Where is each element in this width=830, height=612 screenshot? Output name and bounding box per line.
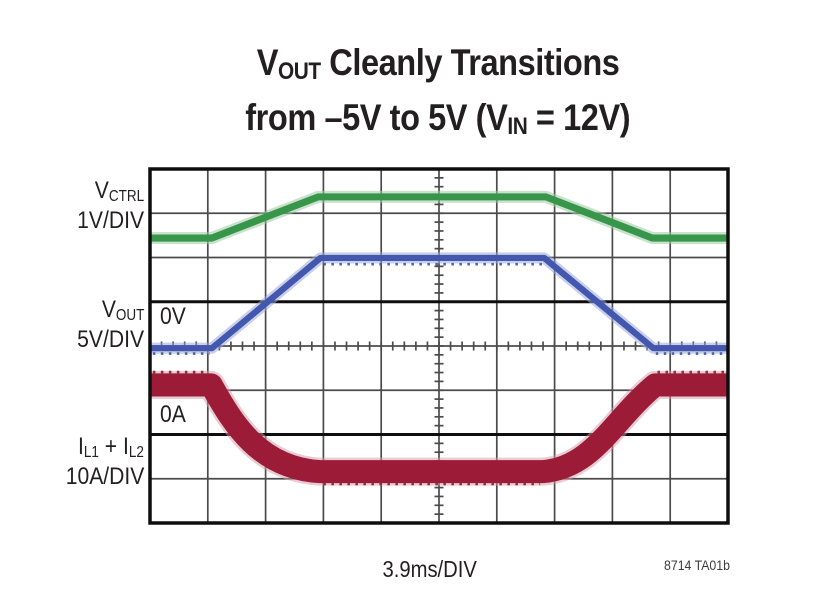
title-text: V xyxy=(256,42,279,83)
vout-channel-label: VOUT 5V/DIV xyxy=(68,296,144,353)
figure-id: 8714 TA01b xyxy=(664,557,730,573)
il-name-subscript-1: L1 xyxy=(83,443,100,461)
vctrl-trace xyxy=(150,193,728,242)
vctrl-channel-label: VCTRL 1V/DIV xyxy=(68,177,144,234)
vout-name: V xyxy=(101,296,116,323)
plot-border xyxy=(148,167,730,525)
timebase-label: 3.9ms/DIV xyxy=(382,556,478,582)
title-text: from –5V to 5V (V xyxy=(245,97,509,138)
vctrl-name: V xyxy=(94,177,109,204)
title-subscript-out: OUT xyxy=(277,59,321,86)
il-trace xyxy=(150,373,728,484)
scope-plot xyxy=(148,167,730,525)
figure-title: VOUT Cleanly Transitions from –5V to 5V … xyxy=(46,38,830,148)
zero-volt-label: 0V xyxy=(160,303,186,330)
title-text: = 12V) xyxy=(527,97,631,138)
zero-amp-label: 0A xyxy=(160,401,186,428)
vctrl-scale: 1V/DIV xyxy=(77,207,144,234)
il-name: + I xyxy=(99,433,129,460)
vctrl-name-subscript: CTRL xyxy=(108,187,144,205)
vout-name-subscript: OUT xyxy=(115,306,144,324)
il-name: I xyxy=(78,433,84,460)
title-subscript-in: IN xyxy=(507,114,528,141)
vout-trace xyxy=(150,254,728,352)
il-name-subscript-2: L2 xyxy=(128,443,144,461)
inductor-current-channel-label: IL1 + IL2 10A/DIV xyxy=(55,433,144,490)
title-line-1: VOUT Cleanly Transitions xyxy=(46,38,830,93)
title-text: Cleanly Transitions xyxy=(320,42,620,83)
vout-scale: 5V/DIV xyxy=(77,326,144,353)
title-line-2: from –5V to 5V (VIN = 12V) xyxy=(46,93,830,148)
il-scale: 10A/DIV xyxy=(65,463,144,490)
